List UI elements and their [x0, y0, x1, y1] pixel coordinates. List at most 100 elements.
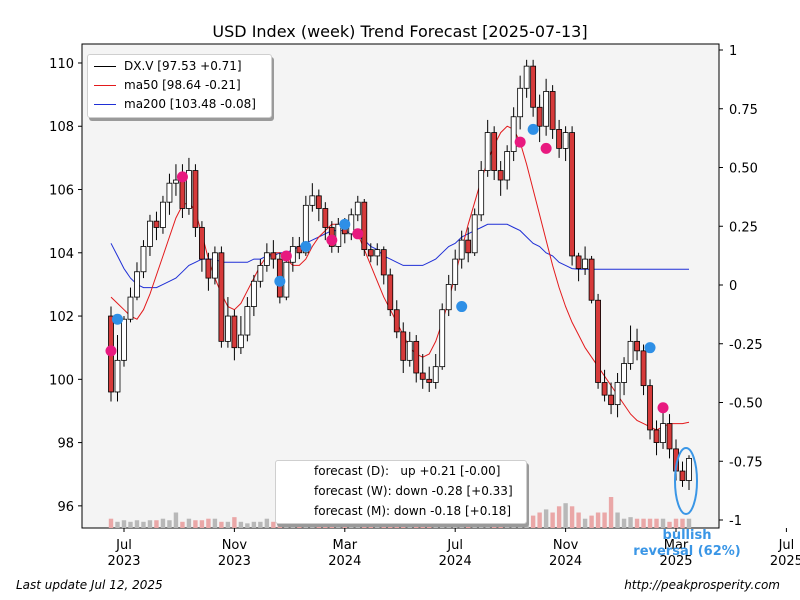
candle-body	[263, 252, 270, 266]
forecast-weekly: forecast (W): down -0.28 [+0.33]	[314, 484, 513, 498]
buy-signal-marker	[644, 342, 656, 354]
chart-title: USD Index (week) Trend Forecast [2025-07…	[212, 22, 588, 41]
candle-body	[224, 315, 231, 342]
y-right-tick-label: -0.25	[729, 338, 763, 353]
y-left-tick-label: 104	[49, 247, 74, 262]
candle-body	[556, 129, 563, 149]
candle-body	[387, 274, 394, 311]
forecast-panel: forecast (D): up +0.21 [-0.00] forecast …	[275, 460, 527, 524]
volume-bar	[621, 518, 627, 528]
volume-bar	[336, 521, 341, 528]
candle-body	[608, 394, 614, 406]
volume-bar	[108, 518, 114, 528]
candle-body	[452, 258, 459, 285]
candle-body	[134, 271, 140, 298]
candle-body	[212, 252, 218, 279]
volume-bar	[381, 523, 386, 528]
volume-bar	[232, 517, 237, 528]
volume-bar	[167, 520, 172, 528]
volume-bar	[453, 521, 458, 528]
candle-body	[140, 246, 147, 273]
y-right-tick-label: 0.25	[729, 220, 758, 235]
y-left-tick-label: 100	[49, 373, 74, 388]
volume-bar	[362, 521, 367, 528]
volume-bar	[388, 523, 393, 528]
candle-body	[640, 350, 647, 387]
candle-body	[426, 378, 433, 383]
volume-bar	[271, 521, 276, 528]
sell-signal-marker	[176, 171, 188, 183]
volume-bar	[550, 512, 555, 528]
candle-body	[588, 258, 595, 301]
candle-body	[173, 179, 179, 184]
volume-bar	[427, 521, 432, 528]
legend-item-dx: DX.V [97.53 +0.71]	[94, 58, 242, 74]
candle-body	[445, 284, 452, 311]
volume-bar	[212, 518, 218, 528]
candle-body	[153, 220, 160, 228]
buy-signal-marker	[456, 301, 468, 313]
reversal-annotation: bullish reversal (62%)	[622, 528, 752, 560]
x-tick-label-year: 2023	[218, 554, 251, 569]
y-right-tick-label: -0.50	[729, 397, 763, 412]
volume-bar	[193, 520, 198, 528]
volume-bar	[556, 506, 562, 528]
volume-bar	[667, 521, 672, 528]
volume-bar	[297, 521, 302, 528]
legend-label-ma200: ma200 [103.48 -0.08]	[124, 97, 256, 111]
x-tick-label-year: 2024	[328, 554, 361, 569]
volume-bar	[537, 512, 542, 528]
candle-body	[147, 220, 153, 247]
volume-bar	[641, 518, 646, 528]
volume-bar	[251, 521, 257, 528]
candle-body	[114, 359, 121, 393]
volume-bar	[154, 520, 159, 528]
y-right-tick-label: 1	[729, 44, 737, 59]
plot-area	[81, 43, 720, 529]
volume-bar	[446, 523, 451, 528]
volume-bar	[673, 518, 679, 528]
buy-signal-marker	[111, 313, 123, 325]
volume-bar	[147, 520, 153, 528]
candle-body	[562, 132, 569, 149]
source-link[interactable]: http://peakprosperity.com	[624, 578, 780, 592]
volume-bar	[654, 518, 659, 528]
volume-bar	[186, 518, 192, 528]
volume-bar	[504, 521, 510, 528]
volume-bar	[608, 497, 614, 528]
volume-bar	[310, 521, 315, 528]
candle-body	[627, 340, 634, 364]
buy-signal-marker	[300, 240, 312, 252]
y-left-tick-label: 110	[49, 57, 74, 72]
volume-bar	[440, 521, 445, 528]
volume-bar	[225, 521, 231, 528]
volume-bar	[595, 512, 601, 528]
volume-bar	[478, 521, 484, 528]
candle-body	[257, 265, 264, 282]
volume-bar	[563, 503, 568, 528]
candle-body	[335, 223, 342, 247]
candle-body	[361, 201, 368, 251]
reversal-line-2: reversal (62%)	[633, 544, 741, 559]
candle-body	[595, 299, 601, 383]
volume-bar	[375, 521, 380, 528]
candle-body	[634, 340, 640, 352]
candle-body	[160, 201, 166, 228]
y-left-tick-label: 98	[57, 437, 74, 452]
volume-bar	[569, 506, 575, 528]
volume-bar	[420, 521, 425, 528]
candle-body	[244, 306, 251, 336]
candle-body	[302, 204, 309, 254]
volume-bar	[355, 523, 360, 528]
legend-swatch-ma50	[94, 85, 116, 86]
volume-bar	[543, 509, 549, 528]
candle-body	[575, 255, 582, 270]
candle-body	[322, 208, 329, 228]
volume-bar	[121, 520, 127, 528]
volume-bar	[316, 521, 322, 528]
volume-bar	[530, 515, 536, 528]
candle-body	[179, 179, 186, 209]
volume-bar	[284, 521, 289, 528]
candle-body	[231, 315, 238, 349]
candle-body	[504, 151, 511, 181]
